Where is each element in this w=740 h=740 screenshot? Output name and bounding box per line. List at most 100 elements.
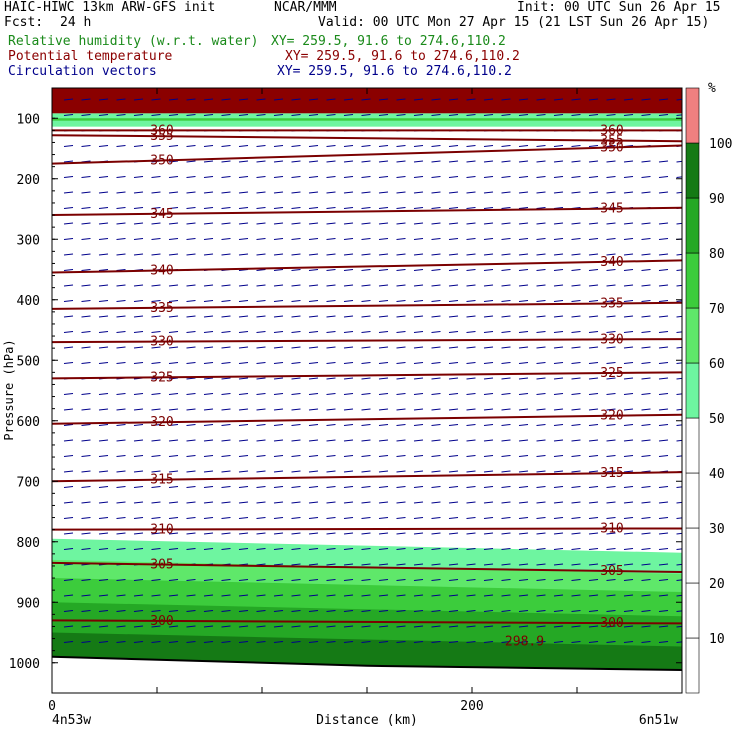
vector-arrow bbox=[221, 641, 231, 643]
vector-arrow bbox=[361, 145, 371, 147]
vector-arrow bbox=[536, 191, 546, 194]
vector-arrow bbox=[641, 269, 651, 271]
vector-arrow bbox=[588, 486, 599, 488]
vector-arrow bbox=[483, 470, 494, 473]
colorbar-band bbox=[685, 362, 700, 419]
vector-arrow bbox=[606, 284, 616, 287]
vector-arrow bbox=[431, 548, 441, 550]
vector-arrow bbox=[658, 160, 669, 163]
vector-arrow bbox=[343, 424, 354, 426]
vector-arrow bbox=[343, 238, 354, 240]
vector-arrow bbox=[63, 222, 74, 225]
vector-arrow bbox=[483, 145, 494, 147]
vector-arrow bbox=[378, 207, 389, 209]
vector-arrow bbox=[186, 222, 196, 225]
vector-arrow bbox=[186, 145, 196, 147]
vector-arrow bbox=[466, 517, 476, 519]
vector-arrow bbox=[641, 98, 651, 101]
vector-arrow bbox=[606, 331, 616, 333]
vector-arrow bbox=[396, 579, 406, 581]
vector-arrow bbox=[413, 160, 424, 163]
vector-arrow bbox=[308, 579, 319, 581]
init-time: Init: 00 UTC Sun 26 Apr 15 bbox=[517, 0, 721, 15]
vector-arrow bbox=[501, 486, 511, 488]
theta-label-360: 360 bbox=[600, 123, 623, 138]
vector-arrow bbox=[413, 114, 424, 116]
vector-arrow bbox=[606, 625, 616, 628]
vector-arrow bbox=[396, 532, 406, 535]
vector-arrow bbox=[571, 470, 581, 473]
vector-arrow bbox=[658, 579, 669, 581]
vector-arrow bbox=[343, 253, 354, 256]
vector-arrow bbox=[308, 331, 319, 333]
vector-arrow bbox=[63, 501, 74, 504]
vector-arrow bbox=[221, 486, 231, 488]
vector-arrow bbox=[536, 145, 546, 147]
vector-arrow bbox=[256, 501, 266, 504]
vector-arrow bbox=[571, 315, 581, 318]
vector-arrow bbox=[326, 408, 336, 411]
theta-label-320: 320 bbox=[600, 409, 623, 424]
vector-arrow bbox=[483, 579, 494, 581]
vector-arrow bbox=[221, 222, 231, 225]
vector-arrow bbox=[326, 207, 336, 209]
vector-arrow bbox=[63, 641, 74, 643]
vector-arrow bbox=[81, 439, 91, 442]
vector-arrow bbox=[361, 548, 371, 550]
vector-arrow bbox=[63, 176, 74, 178]
vector-arrow bbox=[448, 269, 459, 271]
vector-arrow bbox=[256, 548, 266, 550]
vector-arrow bbox=[98, 98, 109, 101]
vector-arrow bbox=[81, 532, 91, 535]
vector-arrow bbox=[326, 176, 336, 178]
vector-arrow bbox=[536, 610, 546, 612]
vector-arrow bbox=[168, 455, 179, 457]
vector-arrow bbox=[291, 98, 301, 101]
vector-arrow bbox=[553, 594, 564, 597]
vector-arrow bbox=[221, 315, 231, 318]
vector-arrow bbox=[483, 346, 494, 349]
vector-arrow bbox=[676, 532, 682, 535]
vector-arrow bbox=[413, 455, 424, 457]
theta-line-335 bbox=[52, 301, 682, 310]
vector-arrow bbox=[203, 594, 214, 597]
vector-arrow bbox=[396, 253, 406, 256]
vector-arrow bbox=[98, 424, 109, 426]
vector-arrow bbox=[413, 346, 424, 349]
vector-arrow bbox=[238, 594, 249, 597]
vector-arrow bbox=[501, 331, 511, 333]
vector-arrow bbox=[413, 269, 424, 271]
vector-arrow bbox=[116, 455, 126, 457]
vector-arrow bbox=[396, 284, 406, 287]
vector-arrow bbox=[151, 222, 161, 225]
vector-arrow bbox=[326, 625, 336, 628]
vector-arrow bbox=[308, 284, 319, 287]
vector-arrow bbox=[361, 641, 371, 643]
vector-arrow bbox=[396, 346, 406, 349]
vector-arrow bbox=[588, 377, 599, 380]
vector-arrow bbox=[186, 455, 196, 457]
vector-arrow bbox=[571, 455, 581, 457]
theta-extra-label: 298.9 bbox=[505, 635, 544, 650]
vector-arrow bbox=[501, 439, 511, 442]
vector-arrow bbox=[168, 501, 179, 504]
vector-arrow bbox=[361, 284, 371, 287]
vector-arrow bbox=[81, 408, 91, 411]
vector-arrow bbox=[553, 579, 564, 581]
vector-arrow bbox=[203, 238, 214, 240]
vector-arrow bbox=[291, 191, 301, 194]
vector-arrow bbox=[501, 501, 511, 504]
vector-arrow bbox=[273, 625, 284, 628]
vector-arrow bbox=[378, 625, 389, 628]
vector-arrow bbox=[658, 424, 669, 426]
vector-arrow bbox=[203, 222, 214, 225]
vector-arrow bbox=[133, 424, 144, 426]
vector-arrow bbox=[606, 114, 616, 116]
vector-arrow bbox=[676, 176, 682, 178]
vector-arrow bbox=[256, 377, 266, 380]
vector-arrow bbox=[256, 393, 266, 395]
vector-arrow bbox=[256, 331, 266, 333]
vector-arrow bbox=[186, 408, 196, 411]
vector-arrow bbox=[448, 300, 459, 302]
theta-label-325: 325 bbox=[150, 370, 173, 385]
